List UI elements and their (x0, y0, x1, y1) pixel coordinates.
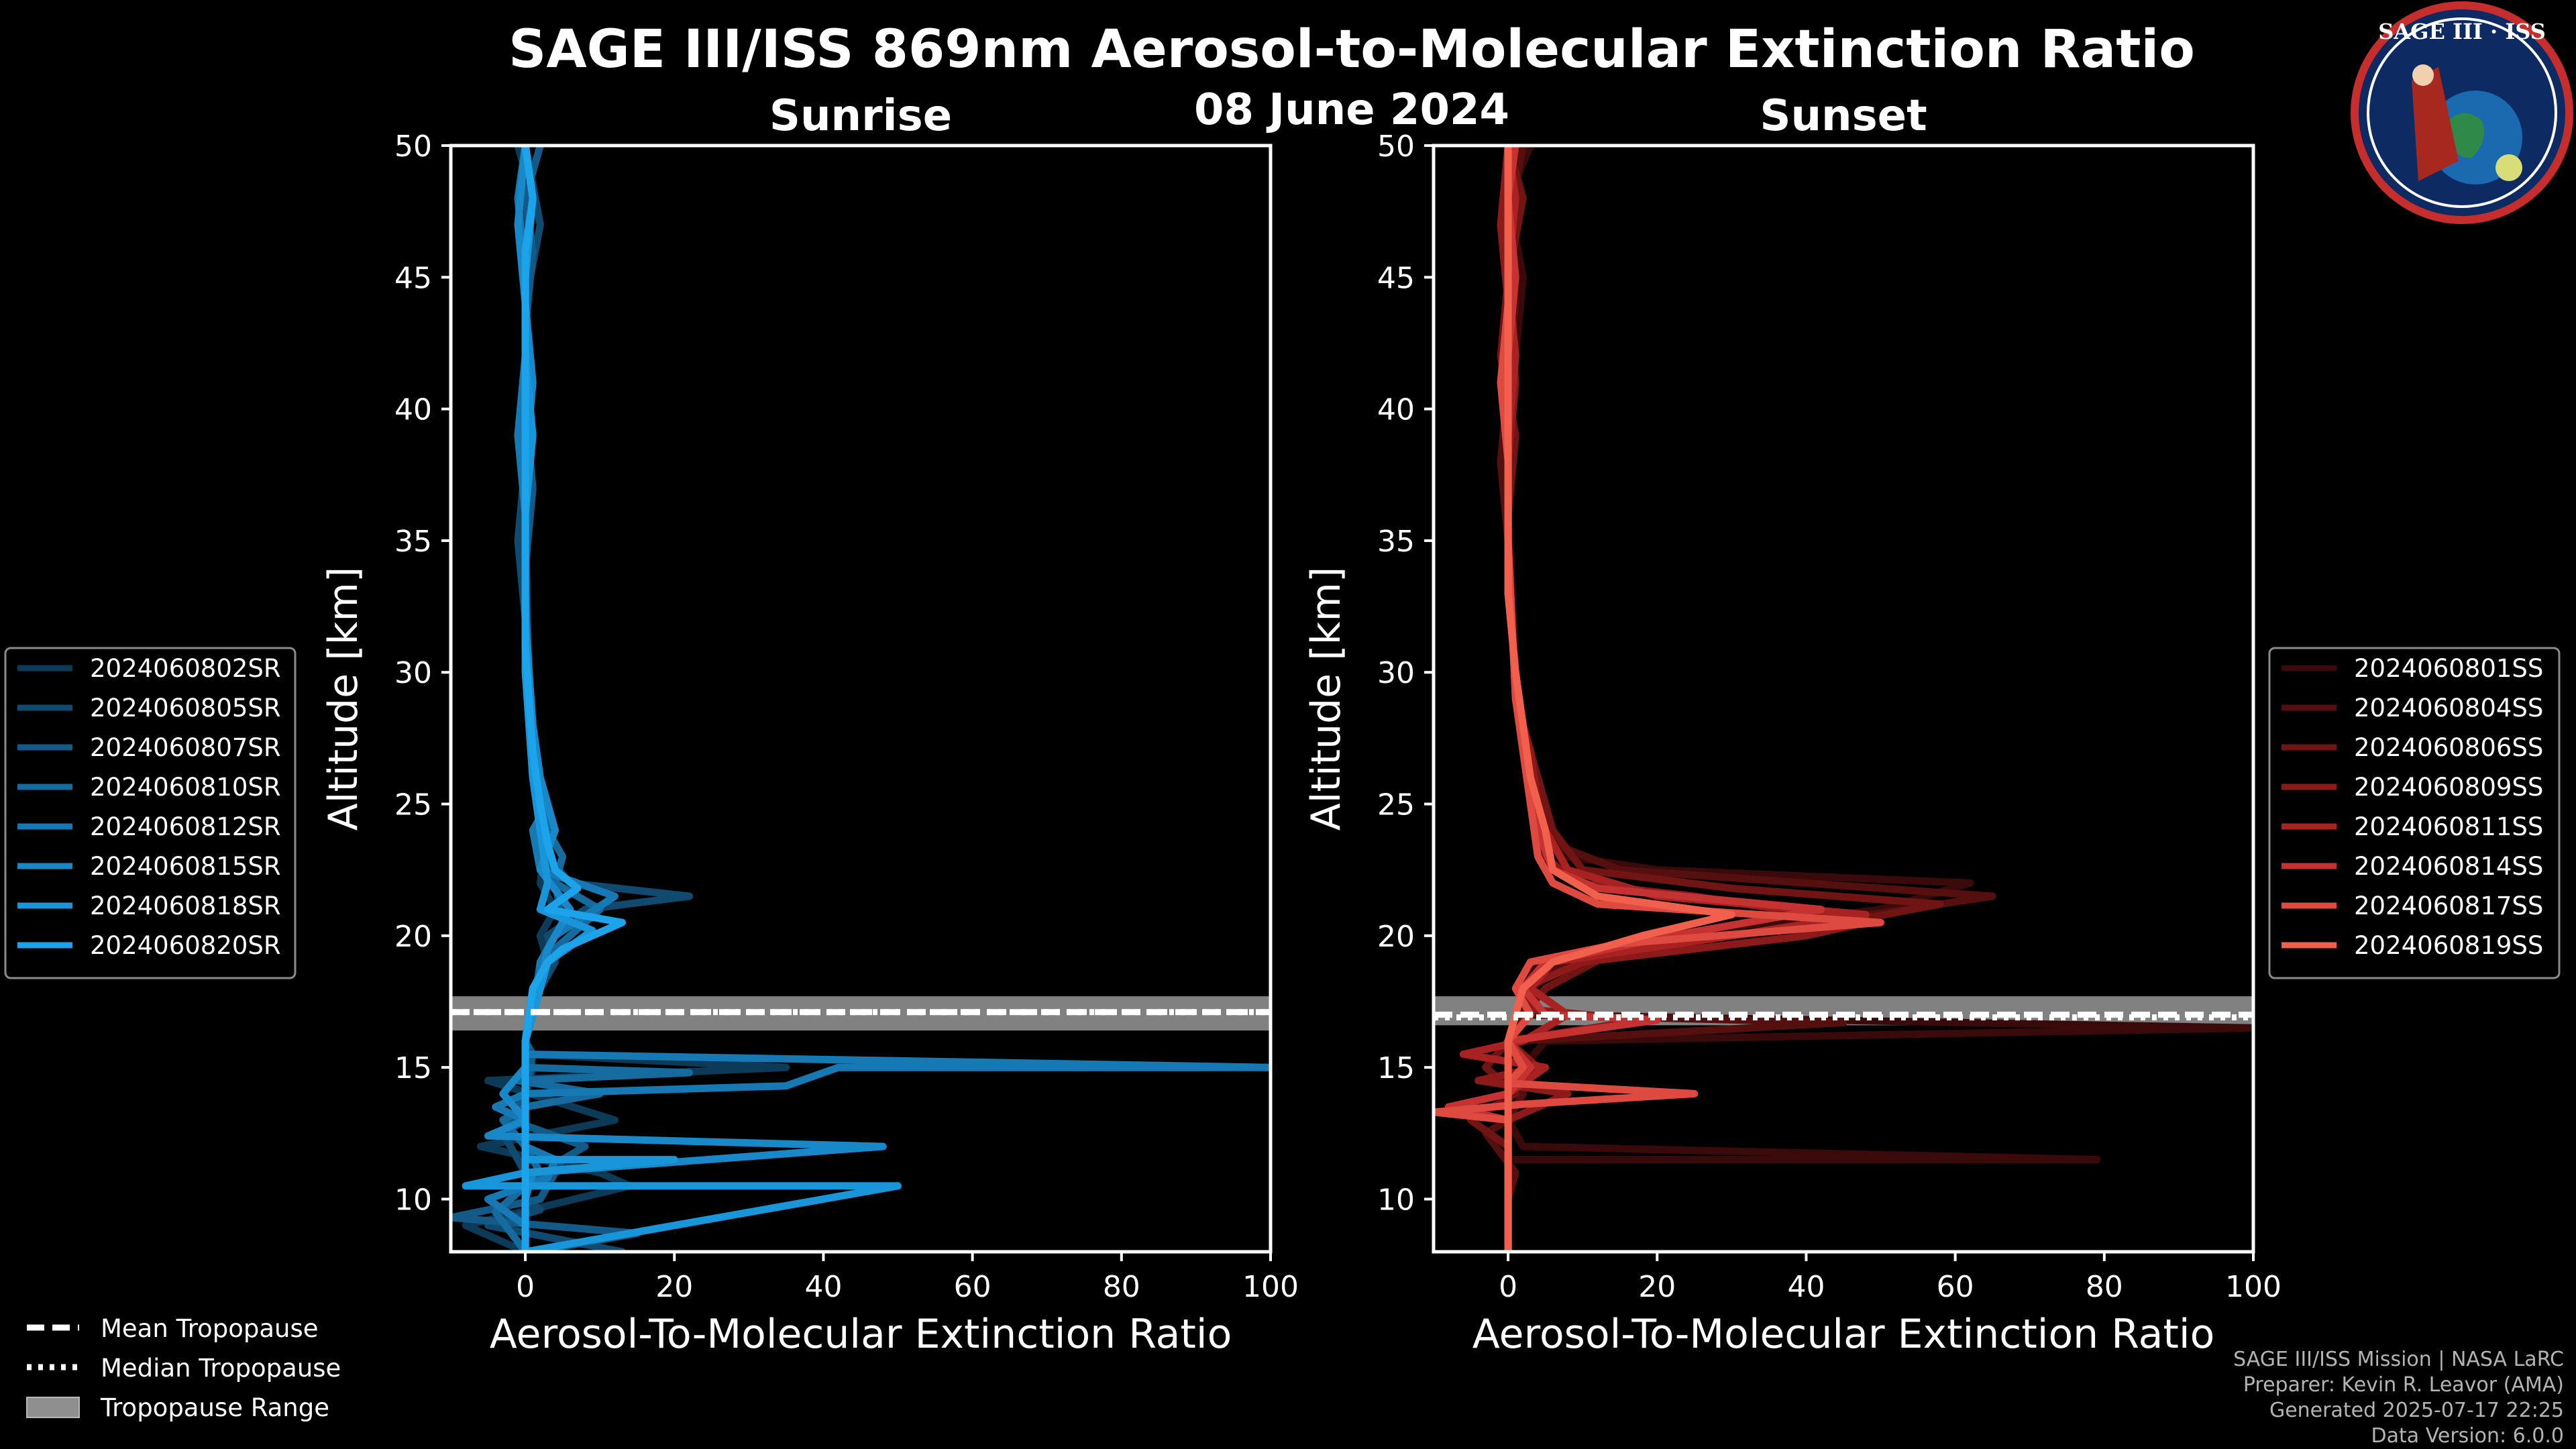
legend-label-2024060801SS: 2024060801SS (2354, 654, 2543, 683)
figure-date: 08 June 2024 (1194, 85, 1509, 135)
legend-label-2024060811SS: 2024060811SS (2354, 812, 2543, 841)
legend-label-2024060805SR: 2024060805SR (90, 694, 281, 722)
figure-title: SAGE III/ISS 869nm Aerosol-to-Molecular … (508, 19, 2195, 80)
legend-label-2024060802SR: 2024060802SR (90, 654, 281, 683)
series-line-2024060820SR (521, 146, 626, 1252)
legend-label-2024060815SR: 2024060815SR (90, 852, 281, 881)
y-tick-label: 10 (1377, 1183, 1415, 1217)
x-tick-label: 0 (516, 1270, 535, 1304)
sunrise-legend: 2024060802SR 2024060805SR 2024060807SR 2024… (4, 647, 297, 979)
y-tick-label: 30 (394, 656, 432, 690)
mean-tropopause-label: Mean Tropopause (101, 1314, 319, 1343)
y-tick-label: 30 (1377, 656, 1415, 690)
x-tick-label: 20 (655, 1270, 693, 1304)
legend-label-2024060817SS: 2024060817SS (2354, 892, 2543, 920)
sunset-legend: 2024060801SS 2024060804SS 2024060806SS 2024… (2268, 647, 2561, 979)
sunset-panel: 0 20 40 60 80 100 10 15 20 25 30 35 40 45 50 Aerosol-To… (1303, 91, 2561, 1358)
y-tick-label: 25 (394, 788, 432, 822)
sage-iii-iss-logo: SAGE III · ISS (2351, 1, 2573, 224)
x-tick-label: 20 (1638, 1270, 1676, 1304)
x-tick-label: 100 (2225, 1270, 2282, 1304)
x-tick-label: 40 (1787, 1270, 1825, 1304)
y-tick-label: 45 (394, 261, 432, 295)
legend-label-2024060818SR: 2024060818SR (90, 892, 281, 920)
y-tick-label: 10 (394, 1183, 432, 1217)
data-layer (1434, 146, 2253, 1252)
legend-label-2024060814SS: 2024060814SS (2354, 852, 2543, 881)
x-tick-label: 100 (1242, 1270, 1299, 1304)
y-axis-label: Altitude [km] (320, 567, 367, 831)
series-line-2024060806SS (1467, 146, 1944, 1252)
y-tick-label: 15 (394, 1051, 432, 1085)
legend-frame (2268, 647, 2561, 979)
footer: SAGE III/ISS Mission | NASA LaRC Prepare… (2233, 1348, 2564, 1448)
x-tick-label: 40 (804, 1270, 842, 1304)
footer-line: Generated 2025-07-17 22:25 (2269, 1399, 2564, 1422)
y-tick-label: 35 (394, 525, 432, 559)
sunrise-panel: 0 20 40 60 80 100 10 15 20 25 30 35 40 45 50 Aerosol-To… (4, 91, 1299, 1358)
x-tick-label: 0 (1499, 1270, 1517, 1304)
x-tick-label: 60 (1937, 1270, 1974, 1304)
legend-frame (4, 647, 297, 979)
plot-frame (1432, 144, 2255, 1254)
y-tick-label: 20 (1377, 920, 1415, 954)
footer-line: SAGE III/ISS Mission | NASA LaRC (2233, 1348, 2564, 1371)
x-tick-label: 60 (954, 1270, 991, 1304)
y-tick-label: 15 (1377, 1051, 1415, 1085)
panel-title: Sunset (1760, 91, 1927, 141)
y-tick-label: 40 (1377, 393, 1415, 427)
y-tick-label: 45 (1377, 261, 1415, 295)
y-tick-label: 20 (394, 920, 432, 954)
legend-label-2024060812SR: 2024060812SR (90, 812, 281, 841)
y-tick-label: 25 (1377, 788, 1415, 822)
footer-line: Preparer: Kevin R. Leavor (AMA) (2243, 1373, 2564, 1397)
tropopause-legend: Mean Tropopause Median Tropopause Tropop… (26, 1314, 341, 1422)
x-tick-label: 80 (2086, 1270, 2123, 1304)
footer-line: Data Version: 6.0.0 (2371, 1424, 2564, 1448)
legend-label-2024060809SS: 2024060809SS (2354, 773, 2543, 802)
x-axis-label: Aerosol-To-Molecular Extinction Ratio (490, 1311, 1232, 1358)
legend-label-2024060806SS: 2024060806SS (2354, 733, 2543, 762)
series-line-2024060819SS (1504, 146, 1735, 1252)
tropopause-range-label: Tropopause Range (100, 1393, 329, 1422)
y-tick-label: 40 (394, 393, 432, 427)
data-layer (451, 146, 1271, 1252)
plot-frame (449, 144, 1273, 1254)
x-axis-label: Aerosol-To-Molecular Extinction Ratio (1472, 1311, 2215, 1358)
legend-label-2024060804SS: 2024060804SS (2354, 694, 2543, 722)
plot-background (1434, 146, 2253, 1252)
panel-title: Sunrise (769, 91, 952, 141)
legend-label-2024060819SS: 2024060819SS (2354, 931, 2543, 960)
tropopause-range-swatch (26, 1397, 80, 1418)
y-tick-label: 35 (1377, 525, 1415, 559)
y-tick-label: 50 (394, 129, 432, 164)
legend-label-2024060810SR: 2024060810SR (90, 773, 281, 802)
logo-text: SAGE III · ISS (2378, 19, 2546, 44)
y-axis-label: Altitude [km] (1303, 567, 1350, 831)
legend-label-2024060807SR: 2024060807SR (90, 733, 281, 762)
median-tropopause-label: Median Tropopause (101, 1354, 341, 1383)
y-tick-label: 50 (1377, 129, 1415, 164)
x-tick-label: 80 (1103, 1270, 1140, 1304)
legend-label-2024060820SR: 2024060820SR (90, 931, 281, 960)
